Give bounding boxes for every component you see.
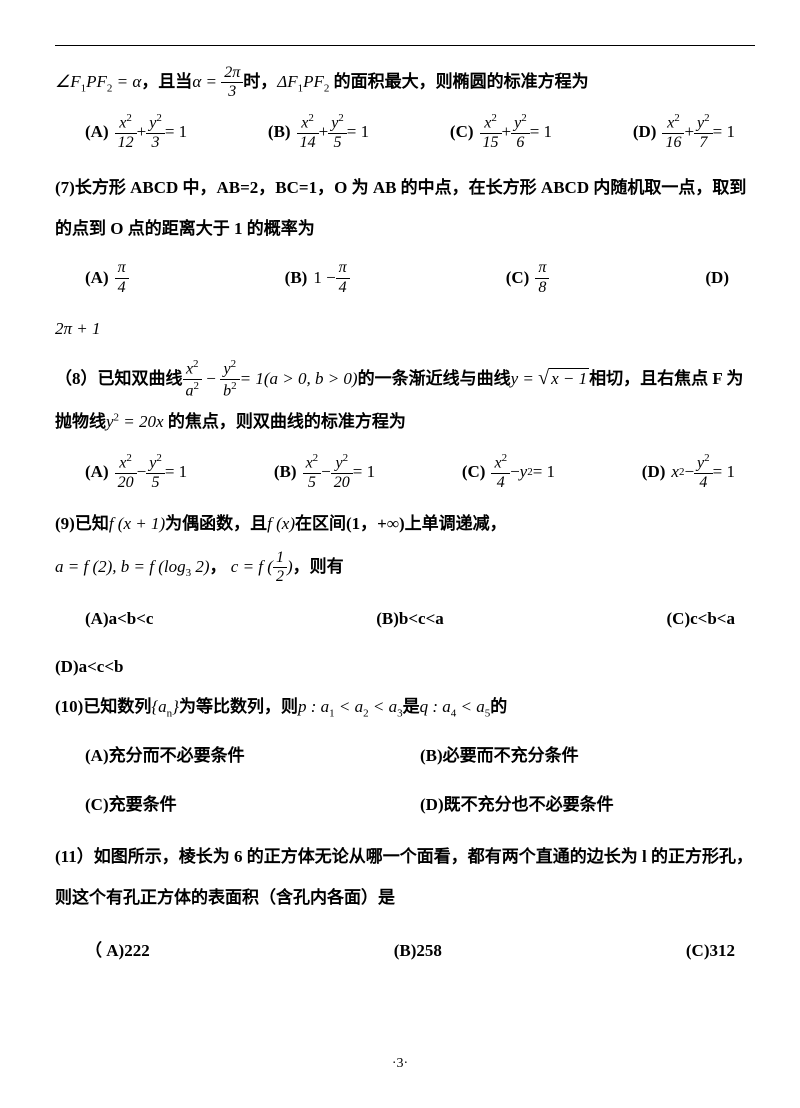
- q6-b: (B) x214 + y25 = 1: [268, 112, 369, 152]
- q7-c: (C)π8: [506, 259, 550, 297]
- q7-d: (D): [705, 259, 735, 297]
- q7-extra: 2π + 1: [55, 313, 755, 345]
- q7-a: (A)π4: [85, 259, 129, 297]
- q11-options: （ A)222 (B)258 (C)312: [85, 935, 755, 967]
- q9-options1: (A)a<b<c (B)b<c<a (C)c<b<a: [85, 603, 755, 635]
- q10-row2: (C)充要条件 (D)既不充分也不必要条件: [85, 789, 755, 821]
- q8-options: (A)x220 − y25 = 1 (B)x25 − y220 = 1 (C)x…: [85, 452, 755, 492]
- q11-c: (C)312: [686, 935, 735, 967]
- q9-stem: (9)已知f (x + 1)为偶函数，且f (x)在区间(1，+∞)上单调递减，: [55, 508, 755, 540]
- q8-stem: （8）已知双曲线x2a2 − y2b2= 1(a > 0, b > 0)的一条渐…: [55, 354, 755, 443]
- q10-c: (C)充要条件: [85, 789, 420, 821]
- page-number: ·3·: [0, 1051, 800, 1078]
- q8-c: (C)x24 − y2 = 1: [462, 452, 555, 492]
- q10-stem: (10)已知数列{an}为等比数列，则p : a1 < a2 < a3是q : …: [55, 691, 755, 724]
- q8-b: (B)x25 − y220 = 1: [274, 452, 375, 492]
- q10-b: (B)必要而不充分条件: [420, 740, 755, 772]
- q11-b: (B)258: [394, 935, 442, 967]
- q11-a: （ A)222: [85, 935, 150, 967]
- q9-a: (A)a<b<c: [85, 603, 153, 635]
- q10-d: (D)既不充分也不必要条件: [420, 789, 755, 821]
- q6-c: (C) x215 + y26 = 1: [450, 112, 552, 152]
- q6-options: (A) x212 + y23 = 1 (B) x214 + y25 = 1 (C…: [85, 112, 755, 152]
- q6-d: (D) x216 + y27 = 1: [633, 112, 735, 152]
- q7-options: (A)π4 (B)1 − π4 (C)π8 (D): [85, 259, 755, 297]
- q10-a: (A)充分而不必要条件: [85, 740, 420, 772]
- q7-stem: (7)长方形 ABCD 中，AB=2，BC=1，O 为 AB 的中点，在长方形 …: [55, 168, 755, 250]
- q9-d: (D)a<c<b: [55, 651, 755, 683]
- q6-a: (A) x212 + y23 = 1: [85, 112, 187, 152]
- q9-stem2: a = f (2), b = f (log3 2)， c = f (12)，则有: [55, 549, 755, 587]
- q11-stem: (11）如图所示，棱长为 6 的正方体无论从哪一个面看，都有两个直通的边长为 l…: [55, 837, 755, 919]
- q7-b: (B)1 − π4: [285, 259, 350, 297]
- q10-row1: (A)充分而不必要条件 (B)必要而不充分条件: [85, 740, 755, 772]
- q8-a: (A)x220 − y25 = 1: [85, 452, 187, 492]
- q9-c: (C)c<b<a: [667, 603, 735, 635]
- q9-b: (B)b<c<a: [376, 603, 444, 635]
- q8-d: (D)x2 − y24 = 1: [642, 452, 735, 492]
- q6-stem: ∠F1PF2 = α，且当α = 2π3时，ΔF1PF2 的面积最大，则椭圆的标…: [55, 64, 755, 102]
